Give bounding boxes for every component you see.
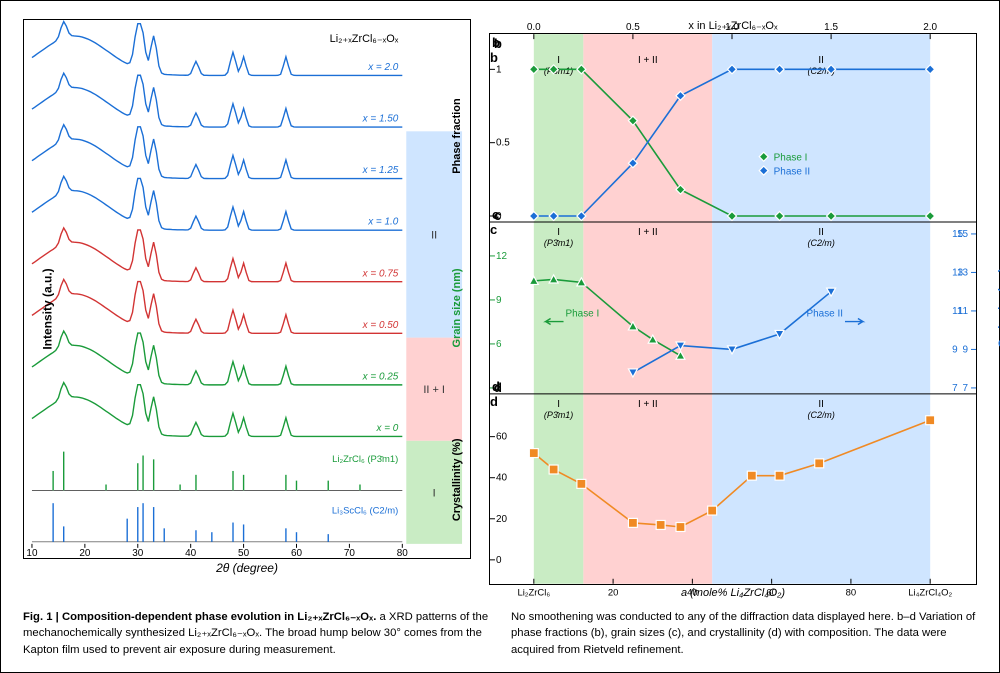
panel-a-plot: I II + I II 10 20 30 40 50 60 70 80 Li₃ScCl₆ (C2/m)…: [23, 19, 471, 559]
figure-page: a III + III1020304050607080Li₃ScCl₆ (C2/…: [0, 0, 1000, 673]
svg-text:Phase I: Phase I: [566, 309, 600, 320]
caption-bold: Fig. 1 | Composition-dependent phase evo…: [23, 611, 376, 623]
svg-text:30: 30: [132, 548, 144, 559]
svg-text:70: 70: [344, 548, 356, 559]
svg-text:60: 60: [291, 548, 303, 559]
bottom-x-axis-label: a (mole% Li₄ZrCl₄O₂): [489, 587, 977, 599]
svg-text:(C2/m): (C2/m): [808, 410, 835, 420]
svg-text:0.5: 0.5: [496, 138, 510, 149]
svg-text:I: I: [557, 227, 560, 238]
svg-text:9: 9: [963, 344, 969, 355]
svg-text:II: II: [818, 227, 824, 238]
svg-text:Li₄ZrCl₄O₂: Li₄ZrCl₄O₂: [908, 588, 952, 599]
svg-text:Li₂ZrCl₆: Li₂ZrCl₆: [517, 588, 550, 599]
svg-text:I: I: [557, 55, 560, 66]
svg-text:x = 0.75: x = 0.75: [362, 268, 399, 279]
svg-text:II: II: [818, 399, 824, 410]
svg-text:II: II: [818, 55, 824, 66]
svg-text:6: 6: [496, 339, 502, 350]
svg-text:Crystallinity (%): Crystallinity (%): [451, 438, 463, 521]
svg-text:50: 50: [238, 548, 250, 559]
svg-text:13: 13: [952, 267, 964, 278]
panel-a-ylabel: Intensity (a.u.): [41, 268, 55, 349]
panel-a: a III + III1020304050607080Li₃ScCl₆ (C2/…: [23, 19, 471, 599]
figure-caption: Fig. 1 | Composition-dependent phase evo…: [23, 609, 977, 658]
svg-text:d: d: [490, 394, 498, 409]
svg-text:40: 40: [496, 473, 508, 484]
svg-text:II: II: [431, 229, 437, 241]
panel-a-xlabel: 2θ (degree): [23, 561, 471, 575]
svg-text:60: 60: [496, 432, 508, 443]
svg-text:II + I: II + I: [423, 384, 445, 396]
svg-text:20: 20: [496, 514, 508, 525]
caption-right-col: No smoothening was conducted to any of t…: [511, 609, 977, 658]
svg-text:Li₂₊ₓZrCl₆₋ₓOₓ: Li₂₊ₓZrCl₆₋ₓOₓ: [330, 33, 399, 45]
svg-text:b: b: [492, 35, 500, 50]
svg-text:1.0: 1.0: [725, 22, 739, 33]
svg-text:x = 0.50: x = 0.50: [362, 320, 399, 331]
svg-text:20: 20: [79, 548, 91, 559]
svg-text:I + II: I + II: [638, 399, 658, 410]
svg-text:9: 9: [496, 295, 502, 306]
svg-text:x = 1.50: x = 1.50: [362, 114, 399, 125]
svg-text:x = 1.25: x = 1.25: [362, 165, 399, 176]
svg-text:80: 80: [397, 548, 409, 559]
svg-text:15: 15: [952, 229, 964, 240]
svg-text:Phase II: Phase II: [807, 309, 843, 320]
svg-text:60: 60: [766, 588, 777, 599]
svg-text:2.0: 2.0: [923, 22, 937, 33]
svg-text:I + II: I + II: [638, 55, 658, 66]
svg-text:0.0: 0.0: [527, 22, 541, 33]
panel-right-stack: x in Li₂₊ₓZrCl₆₋ₓOₓ 0.00.51.01.52.0Li₂Zr…: [489, 19, 977, 599]
panels-bcd-box: 0.00.51.01.52.0Li₂ZrCl₆20406080Li₄ZrCl₄O…: [489, 33, 977, 585]
svg-text:x = 1.0: x = 1.0: [367, 217, 399, 228]
svg-text:(P3̄m1): (P3̄m1): [544, 410, 573, 420]
svg-text:b: b: [490, 50, 498, 65]
svg-text:0: 0: [496, 555, 502, 566]
svg-text:x = 2.0: x = 2.0: [367, 62, 399, 73]
svg-text:x = 0.25: x = 0.25: [362, 371, 399, 382]
svg-text:x = 0: x = 0: [375, 423, 398, 434]
svg-text:Li₂ZrCl₆ (P3̄m1): Li₂ZrCl₆ (P3̄m1): [332, 454, 398, 465]
caption-left-col: Fig. 1 | Composition-dependent phase evo…: [23, 609, 489, 658]
svg-text:Grain size (nm): Grain size (nm): [451, 268, 463, 347]
svg-text:d: d: [492, 379, 500, 394]
svg-text:Phase I: Phase I: [774, 153, 808, 164]
svg-text:Phase II: Phase II: [774, 167, 810, 178]
svg-text:(P3̄m1): (P3̄m1): [544, 66, 573, 76]
svg-text:9: 9: [952, 344, 958, 355]
svg-text:7: 7: [963, 383, 969, 394]
svg-text:40: 40: [185, 548, 197, 559]
svg-text:c: c: [492, 207, 499, 222]
svg-text:0.5: 0.5: [626, 22, 640, 33]
figure-row: a III + III1020304050607080Li₃ScCl₆ (C2/…: [23, 19, 977, 599]
svg-text:7: 7: [952, 383, 958, 394]
svg-text:80: 80: [846, 588, 857, 599]
svg-text:I: I: [433, 487, 436, 499]
svg-text:12: 12: [496, 251, 508, 262]
svg-text:Li₃ScCl₆ (C2/m): Li₃ScCl₆ (C2/m): [332, 506, 398, 517]
svg-text:11: 11: [952, 306, 963, 317]
svg-text:20: 20: [608, 588, 619, 599]
svg-text:c: c: [490, 222, 497, 237]
svg-text:I + II: I + II: [638, 227, 658, 238]
svg-text:1: 1: [496, 64, 502, 75]
svg-text:Phase fraction: Phase fraction: [451, 98, 463, 173]
svg-text:10: 10: [26, 548, 38, 559]
svg-text:(C2/m): (C2/m): [808, 238, 835, 248]
caption-right: No smoothening was conducted to any of t…: [511, 611, 975, 656]
svg-text:(P3̄m1): (P3̄m1): [544, 238, 573, 248]
svg-text:40: 40: [687, 588, 698, 599]
svg-text:1.5: 1.5: [824, 22, 838, 33]
svg-text:I: I: [557, 399, 560, 410]
